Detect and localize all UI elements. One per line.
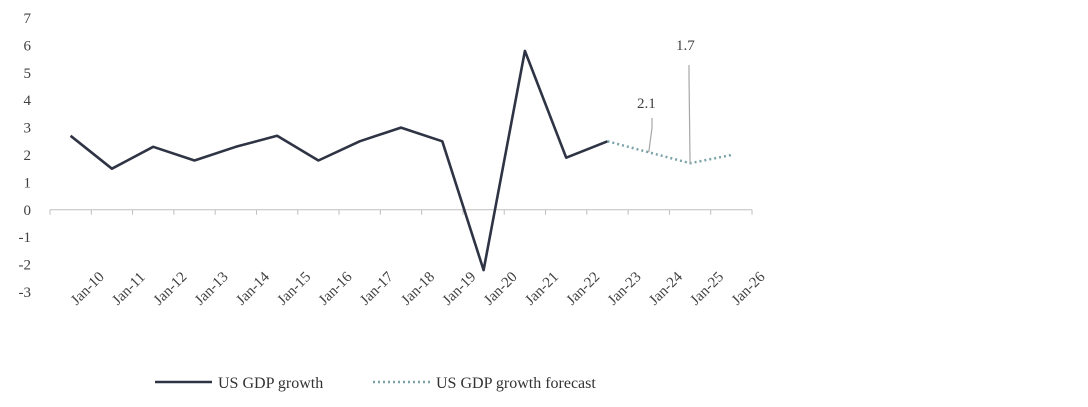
series-layer	[69, 49, 732, 272]
x-tick-label: Jan-15	[275, 269, 315, 309]
legend: US GDP growth US GDP growth forecast	[155, 375, 596, 392]
y-tick-label: 4	[24, 93, 32, 109]
callout-label: 2.1	[637, 96, 656, 112]
x-tick-label: Jan-20	[481, 269, 521, 309]
y-tick-label: 0	[24, 203, 32, 219]
series-line-us-gdp-growth-forecast	[607, 140, 732, 165]
y-tick-label: 2	[24, 148, 32, 164]
callout-leader	[688, 65, 691, 164]
callout-label: 1.7	[676, 38, 695, 54]
y-tick-label: -2	[19, 258, 32, 274]
legend-label-us-gdp-growth: US GDP growth	[218, 375, 323, 392]
x-tick-label: Jan-25	[688, 269, 728, 309]
x-tick-label: Jan-14	[233, 269, 273, 309]
x-tick-label: Jan-22	[564, 269, 604, 309]
y-tick-label: 5	[24, 66, 32, 82]
x-tick-label: Jan-19	[440, 269, 480, 309]
x-tick-label: Jan-18	[399, 269, 439, 309]
y-tick-label: -1	[19, 230, 32, 246]
x-tick-label: Jan-12	[151, 269, 191, 309]
callouts: 2.1 1.7	[637, 38, 695, 164]
y-tick-label: 6	[24, 38, 32, 54]
y-tick-label: 3	[24, 121, 32, 137]
x-tick-label: Jan-11	[109, 269, 148, 308]
x-tick-label: Jan-17	[357, 269, 397, 309]
y-tick-label: 1	[24, 175, 32, 191]
x-tick-label: Jan-16	[316, 269, 356, 309]
callout-leader	[648, 118, 653, 153]
axes	[49, 209, 753, 215]
series-line-us-gdp-growth	[69, 49, 608, 272]
x-tick-label: Jan-21	[522, 269, 562, 309]
x-tick-label: Jan-10	[68, 269, 108, 309]
x-tick-label: Jan-26	[729, 269, 769, 309]
x-tick-labels: Jan-10 Jan-11 Jan-12 Jan-13 Jan-14 Jan-15 Jan-…	[68, 269, 769, 309]
y-tick-label: 7	[24, 11, 32, 27]
y-tick-label: -3	[19, 285, 32, 301]
x-tick-label: Jan-13	[192, 269, 232, 309]
legend-label-us-gdp-growth-forecast: US GDP growth forecast	[436, 375, 596, 392]
x-tick-label: Jan-24	[646, 269, 686, 309]
x-tick-label: Jan-23	[605, 269, 645, 309]
y-tick-labels: 7 6 5 4 3 2 1 0 -1 -2 -3	[19, 11, 32, 301]
